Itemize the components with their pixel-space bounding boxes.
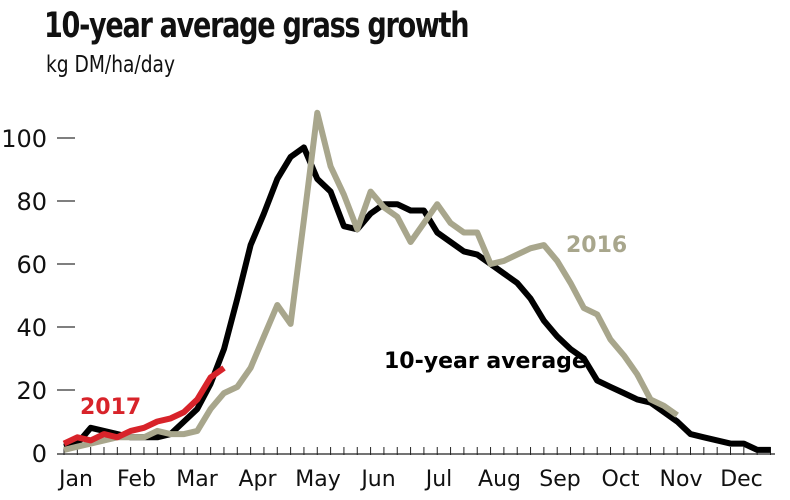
x-tick-label: Jul (424, 467, 453, 492)
x-axis: Jan Feb Mar Apr May Jun Jul Aug Sep Oct Nov Dec (57, 447, 775, 492)
y-tick-label: 20 (16, 377, 47, 405)
chart-title: 10-year average grass growth (44, 6, 470, 46)
x-tick-label: Feb (117, 467, 156, 492)
series-line-2017 (62, 365, 226, 447)
x-tick-label: Nov (660, 467, 703, 492)
x-tick-label: Aug (478, 467, 521, 492)
x-tick-label: Jun (359, 467, 395, 492)
y-tick-label: 80 (16, 188, 47, 216)
x-tick-label: Mar (176, 467, 218, 492)
series-label-2016: 2016 (566, 233, 627, 258)
y-tick-label: 0 (32, 440, 47, 468)
y-tick-label: 40 (16, 314, 47, 342)
x-tick-label: Dec (720, 467, 763, 492)
series-label-2017: 2017 (80, 395, 141, 420)
x-tick-label: May (295, 467, 340, 492)
series-lines (62, 109, 771, 453)
x-tick-label: Sep (539, 467, 580, 492)
series-line-2016 (63, 109, 679, 453)
x-tick-label: Jan (57, 467, 93, 492)
y-tick-label: 100 (1, 125, 47, 153)
y-axis: 0 20 40 60 80 100 (1, 125, 75, 468)
series-label-10-year-average: 10-year average (384, 349, 587, 374)
y-tick-label: 60 (16, 251, 47, 279)
series-line-10-year-average (63, 144, 771, 453)
chart-subtitle: kg DM/ha/day (46, 52, 175, 78)
x-tick-label: Apr (238, 467, 277, 492)
x-tick-label: Oct (601, 467, 639, 492)
